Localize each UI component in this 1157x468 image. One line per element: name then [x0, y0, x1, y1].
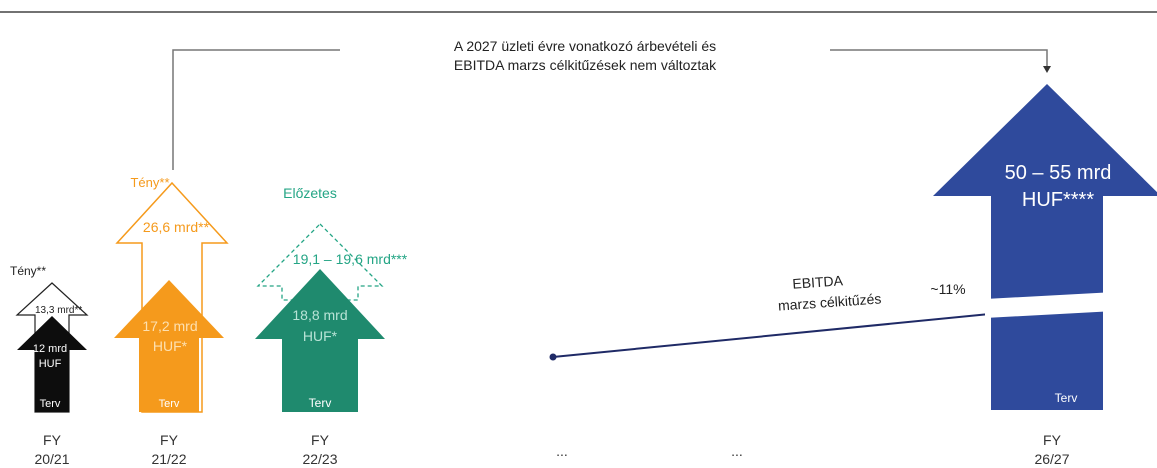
ebitda-target: ~11% [930, 281, 965, 297]
col1-actual-label: 13,3 mrd** [35, 305, 82, 316]
col1-actual-suffix: ** [74, 305, 82, 316]
col2-actual-value: 26,6 mrd [143, 219, 198, 235]
axis-label-6-line2: 26/27 [1034, 451, 1069, 467]
col2-actual-tag: Tény** [130, 175, 169, 190]
axis-label-2-line1: FY [160, 432, 179, 448]
col2-actual-suffix: ** [198, 219, 209, 235]
axis-label-1-line1: FY [43, 432, 62, 448]
col1-plan-label: 12 mrd [33, 343, 67, 355]
col1-actual-value: 13,3 mrd [35, 305, 74, 316]
ebitda-trend-line [552, 311, 1011, 358]
callout-connector-right [830, 49, 1048, 68]
col3-actual-label: 19,1 – 19,6 mrd*** [293, 251, 408, 267]
col4-plan-arrow [933, 84, 1157, 410]
axis-label-6-line1: FY [1043, 432, 1062, 448]
callout-connector-left [172, 49, 340, 170]
col3-plan-arrow [255, 269, 385, 412]
col2-plan-label: 17,2 mrd [142, 318, 197, 334]
col4-plan-label2: HUF**** [1022, 189, 1094, 211]
col2-plan-tag: Terv [159, 398, 180, 410]
col4-gap [985, 292, 1115, 318]
axis-label-5-line1: ... [731, 443, 743, 459]
col3-plan-label2: HUF* [303, 328, 338, 344]
ebitda-start-point [549, 353, 557, 361]
col3-plan-label: 18,8 mrd [292, 307, 347, 323]
axis-label-1-line2: 20/21 [34, 451, 69, 467]
category-axis: FY 20/21 FY 21/22 FY 22/23... ... FY 26/27 [34, 432, 1069, 467]
col1-actual-tag: Tény** [10, 264, 46, 278]
axis-label-3-line2: 22/23 [302, 451, 337, 467]
col4-plan-label: 50 – 55 mrd [1005, 162, 1112, 184]
axis-label-3-line1: FY [311, 432, 330, 448]
axis-label-2-line2: 21/22 [151, 451, 186, 467]
callout-line2: EBITDA marzs célkitűzések nem változtak [454, 57, 717, 73]
callout-arrowhead [1043, 66, 1051, 73]
col1-plan-tag: Terv [40, 398, 61, 410]
col1-plan-arrow [17, 316, 87, 412]
callout-line1: A 2027 üzleti évre vonatkozó árbevételi … [454, 38, 716, 54]
col2-plan-arrow [114, 280, 224, 412]
col1-plan-label2: HUF [39, 358, 62, 370]
col3-plan-tag: Terv [309, 396, 332, 410]
col2-plan-label2: HUF* [153, 338, 188, 354]
col2-actual-label: 26,6 mrd** [143, 219, 210, 235]
col3-actual-tag: Előzetes [283, 185, 337, 201]
ebitda-label2: marzs célkitűzés [777, 290, 881, 313]
col4-plan-tag: Terv [1055, 391, 1078, 405]
ebitda-label1: EBITDA [792, 272, 844, 292]
axis-label-4-line1: ... [556, 443, 568, 459]
